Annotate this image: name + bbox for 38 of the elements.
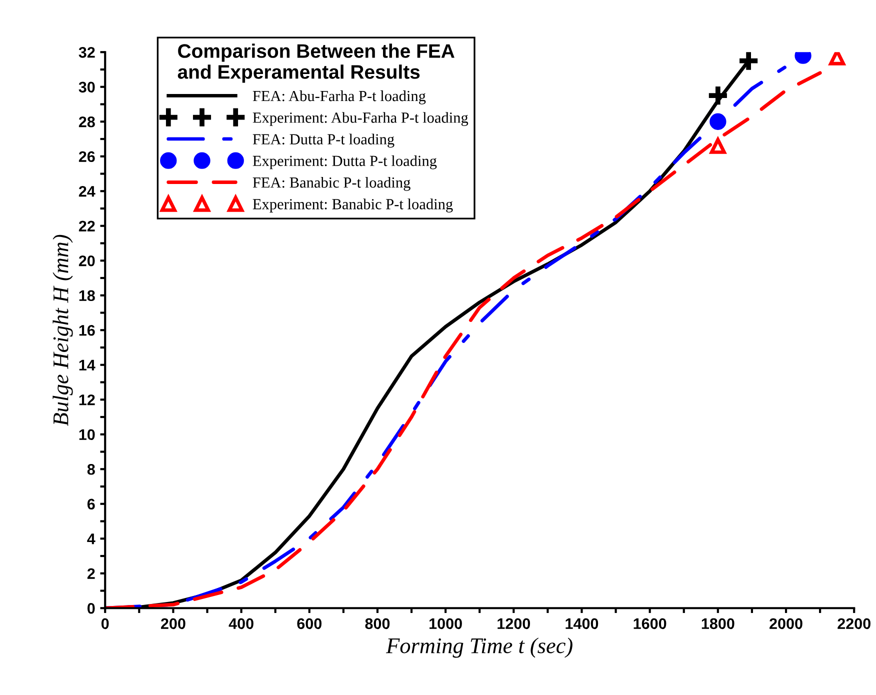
legend-label: FEA: Abu-Farha P-t loading	[252, 90, 426, 104]
y-axis-title: Bulge Height H (mm)	[52, 234, 73, 426]
y-tick-label: 2	[87, 568, 95, 579]
legend-label: Experiment: Dutta P-t loading	[252, 155, 437, 170]
x-tick-label: 0	[101, 618, 109, 630]
y-tick-label: 0	[88, 602, 95, 614]
x-tick-label: 200	[160, 618, 186, 630]
x-axis-title: Forming Time t (sec)	[386, 638, 572, 658]
y-tick-label: 10	[79, 429, 95, 440]
y-tick-label: 30	[78, 82, 95, 93]
y-tick-label: 4	[87, 534, 96, 544]
x-tick-label: 800	[365, 618, 390, 630]
y-tick-label: 12	[79, 394, 95, 406]
y-tick-label: 6	[87, 498, 95, 510]
y-tick-label: 18	[79, 290, 95, 302]
y-tick-label: 32	[78, 46, 95, 58]
legend-label: Experiment: Abu-Farha P-t loading	[252, 112, 468, 126]
x-tick-label: 400	[228, 618, 254, 630]
y-tick-label: 22	[78, 220, 95, 232]
x-tick-label: 1400	[566, 618, 598, 630]
x-tick-label: 1200	[498, 618, 530, 630]
x-tick-label: 2200	[838, 618, 870, 630]
x-tick-label: 600	[297, 618, 322, 630]
legend-label: FEA: Banabic P-t loading	[252, 176, 410, 191]
x-tick-label: 2000	[770, 618, 802, 630]
y-tick-label: 28	[78, 116, 95, 128]
y-tick-label: 14	[79, 360, 96, 370]
y-tick-label: 20	[78, 255, 95, 266]
x-tick-label: 1600	[634, 618, 666, 630]
y-tick-label: 24	[78, 186, 96, 197]
y-tick-label: 16	[79, 324, 95, 336]
legend-title: Comparison Between the FEA and Experamental Results	[178, 44, 454, 83]
x-tick-label: 1800	[702, 618, 734, 630]
legend-label: FEA: Dutta P-t loading	[252, 134, 394, 148]
x-tick-label: 1000	[430, 618, 462, 630]
y-tick-label: 8	[87, 464, 95, 475]
legend-label: Experiment: Banabic P-t loading	[252, 198, 453, 212]
y-tick-label: 26	[78, 151, 95, 162]
